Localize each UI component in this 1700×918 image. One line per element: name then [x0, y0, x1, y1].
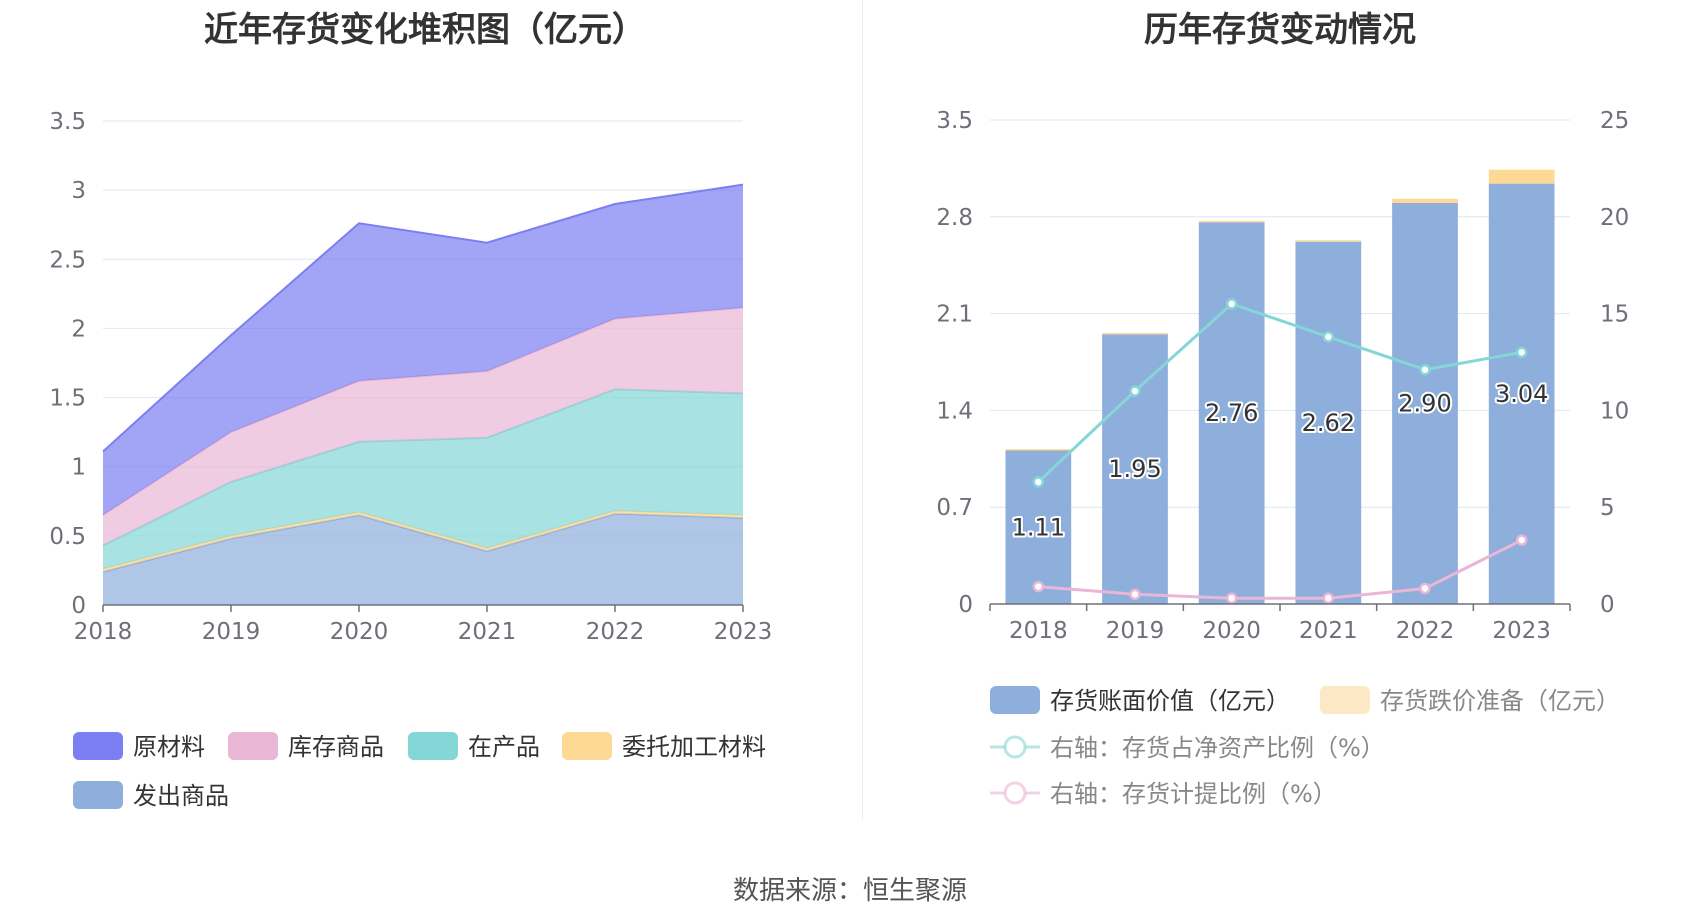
x-tick-label: 2021 [1299, 618, 1358, 644]
y2-tick-label: 20 [1600, 205, 1629, 231]
line-point [1225, 298, 1238, 310]
bar-provision [1392, 198, 1458, 203]
y-tick-label: 1 [71, 455, 86, 481]
legend-swatch [228, 732, 278, 760]
legend-label: 右轴：存货占净资产比例（%） [1050, 734, 1385, 762]
legend-label: 存货账面价值（亿元） [1050, 687, 1290, 715]
bar-provision [1295, 240, 1362, 242]
x-tick-label: 2022 [586, 619, 645, 645]
y2-tick-label: 15 [1600, 302, 1629, 328]
line-point [1515, 534, 1528, 546]
y-tick-label: 2.5 [49, 247, 86, 273]
y-tick-label: 2.1 [936, 302, 973, 328]
line-point [1419, 363, 1431, 376]
y2-tick-label: 25 [1600, 108, 1629, 134]
area-series-3 [103, 307, 743, 546]
y-tick-label: 3.5 [49, 109, 86, 135]
x-tick-label: 2019 [1106, 618, 1165, 644]
stacked-area-chart: 0 0.5 1 1.5 2 2.5 3 3.5 2018 2019 2020 2021 2022 2023… [49, 109, 773, 810]
legend-label: 在产品 [468, 733, 540, 761]
bar-value-label: 2.76 [1205, 399, 1258, 427]
legend-marker [1003, 735, 1027, 759]
data-source: 数据来源：恒生聚源 [732, 876, 967, 906]
legend-label: 库存商品 [288, 733, 384, 761]
bar-book-value [1198, 222, 1265, 604]
right-chart-title: 历年存货变动情况 [1144, 10, 1416, 50]
y-tick-label: 3.5 [936, 108, 973, 134]
panel-divider [862, 0, 863, 820]
bar-value-label: 1.95 [1108, 455, 1161, 483]
y2-tick-label: 0 [1600, 592, 1615, 618]
bar-value-label: 3.04 [1495, 380, 1548, 408]
area-series-2 [103, 389, 743, 569]
legend-swatch [990, 686, 1040, 714]
legend-marker [1003, 781, 1027, 805]
bar-provision [1005, 449, 1072, 451]
x-tick-label: 2023 [714, 619, 773, 645]
line-point [1129, 588, 1141, 601]
y-tick-label: 2.8 [936, 205, 973, 231]
x-tick-label: 2020 [1202, 618, 1261, 644]
line-point [1419, 582, 1431, 595]
x-tick-label: 2023 [1492, 618, 1551, 644]
bar-book-value [1295, 241, 1362, 605]
bar-provision [1488, 169, 1555, 184]
legend-label: 发出商品 [133, 782, 229, 810]
y-tick-label: 1.4 [936, 398, 973, 424]
legend-label: 右轴：存货计提比例（%） [1050, 780, 1337, 808]
bar-provision [1102, 332, 1168, 335]
bar-book-value [1102, 334, 1168, 604]
bar-book-value [1392, 202, 1458, 604]
legend-swatch [73, 732, 123, 760]
x-tick-label: 2021 [458, 619, 517, 645]
line-point [1515, 346, 1528, 359]
area-series-4 [103, 184, 743, 516]
x-tick-label: 2018 [74, 619, 133, 645]
legend-label: 原材料 [133, 733, 205, 761]
bar-value-label: 2.90 [1398, 389, 1451, 417]
line-point [1322, 592, 1335, 604]
left-chart-title: 近年存货变化堆积图（亿元） [204, 10, 646, 50]
bar-provision [1198, 220, 1265, 223]
y-tick-label: 0.5 [49, 524, 86, 550]
y-tick-label: 2 [71, 316, 86, 342]
y-tick-label: 0 [958, 592, 973, 618]
line-series-1 [1038, 538, 1523, 600]
x-tick-label: 2019 [202, 619, 261, 645]
bar-line-chart: 0 0.7 1.4 2.1 2.8 3.5 0 5 10 15 20 25 1.11 1.95 2.76 2.… [936, 108, 1629, 808]
line-point [1032, 580, 1045, 593]
bar-book-value [1488, 183, 1555, 604]
y-tick-label: 1.5 [49, 386, 86, 412]
legend-label: 存货跌价准备（亿元） [1380, 687, 1620, 715]
bar-value-label: 2.62 [1302, 409, 1355, 437]
legend-label: 委托加工材料 [622, 733, 766, 761]
line-series-0 [1037, 302, 1522, 484]
line-point [1129, 385, 1141, 397]
legend-swatch [408, 732, 458, 760]
bar-value-label: 1.11 [1012, 513, 1065, 541]
area-series-0 [103, 513, 743, 605]
legend-swatch [73, 781, 123, 809]
y2-tick-label: 10 [1600, 398, 1629, 424]
y-tick-label: 3 [71, 178, 86, 204]
line-point [1322, 331, 1335, 343]
area-series-line-4 [102, 183, 744, 453]
x-tick-label: 2020 [330, 619, 389, 645]
legend-swatch [1320, 686, 1370, 714]
y-tick-label: 0 [71, 593, 86, 619]
line-point [1225, 592, 1238, 604]
y-tick-label: 0.7 [936, 495, 973, 521]
x-tick-label: 2018 [1009, 618, 1068, 644]
x-tick-label: 2022 [1396, 618, 1455, 644]
y2-tick-label: 5 [1600, 495, 1615, 521]
bar-book-value [1005, 450, 1072, 604]
line-point [1032, 476, 1045, 488]
legend-swatch [562, 732, 612, 760]
